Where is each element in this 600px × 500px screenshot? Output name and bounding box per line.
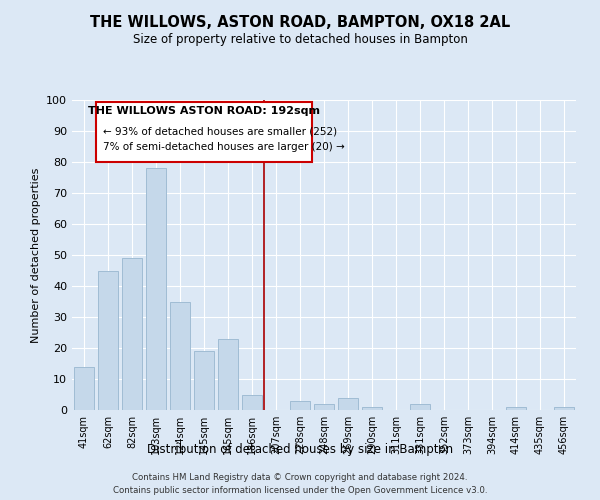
Bar [554, 407, 574, 410]
Bar [362, 407, 382, 410]
Bar [506, 407, 526, 410]
Bar [98, 270, 118, 410]
Bar [218, 338, 238, 410]
Bar [122, 258, 142, 410]
Y-axis label: Number of detached properties: Number of detached properties [31, 168, 41, 342]
Bar [242, 394, 262, 410]
Text: Contains public sector information licensed under the Open Government Licence v3: Contains public sector information licen… [113, 486, 487, 495]
Text: Size of property relative to detached houses in Bampton: Size of property relative to detached ho… [133, 32, 467, 46]
Bar [290, 400, 310, 410]
Bar [194, 351, 214, 410]
FancyBboxPatch shape [96, 102, 312, 162]
Text: Contains HM Land Registry data © Crown copyright and database right 2024.: Contains HM Land Registry data © Crown c… [132, 472, 468, 482]
Bar [146, 168, 166, 410]
Text: THE WILLOWS, ASTON ROAD, BAMPTON, OX18 2AL: THE WILLOWS, ASTON ROAD, BAMPTON, OX18 2… [90, 15, 510, 30]
Bar [170, 302, 190, 410]
Text: Distribution of detached houses by size in Bampton: Distribution of detached houses by size … [147, 442, 453, 456]
Text: 7% of semi-detached houses are larger (20) →: 7% of semi-detached houses are larger (2… [103, 142, 345, 152]
Bar [314, 404, 334, 410]
Bar [74, 366, 94, 410]
Text: THE WILLOWS ASTON ROAD: 192sqm: THE WILLOWS ASTON ROAD: 192sqm [88, 106, 320, 116]
Text: ← 93% of detached houses are smaller (252): ← 93% of detached houses are smaller (25… [103, 126, 337, 136]
Bar [410, 404, 430, 410]
Bar [338, 398, 358, 410]
